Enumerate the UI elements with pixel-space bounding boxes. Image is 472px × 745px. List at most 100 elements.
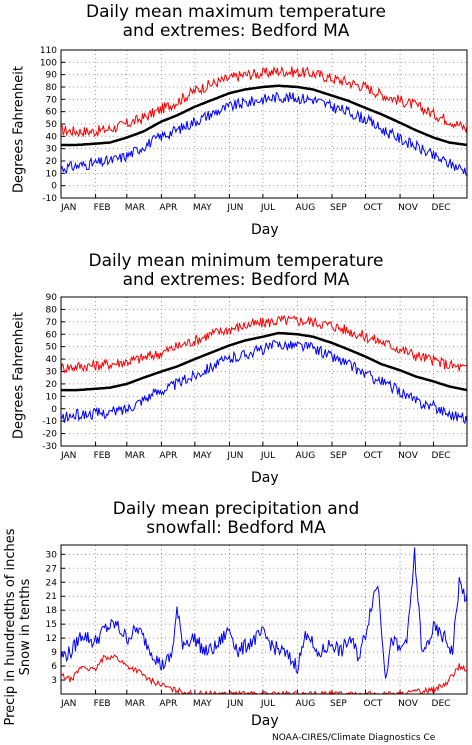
chart2-xtick-label: SEP [330,451,347,461]
chart1-ytick-label: 50 [46,120,58,130]
chart2-ytick-label: -30 [42,442,57,452]
chart2-title-line1: Daily mean minimum temperature [88,251,384,271]
chart1-xtick-label: OCT [364,203,383,213]
chart3-series-1 [60,547,468,679]
chart3-ytick-label: 21 [46,592,57,602]
chart1-ytick-label: 0 [51,182,57,192]
chart2-xtick-label: AUG [295,451,315,461]
chart2-xtick-label: JUL [260,451,275,461]
chart3-xtick-label: MAR [125,699,145,709]
chart3-xtick-label: APR [159,699,177,709]
chart3-ytick-label: 3 [51,676,57,686]
chart3-xtick-label: NOV [398,699,419,709]
chart2-xtick-label: MAR [125,451,145,461]
chart3-ytick-label: 18 [46,606,58,616]
chart3-xtick-label: MAY [193,699,212,709]
chart1-ytick-label: -10 [42,194,57,204]
chart1-title-line1: Daily mean maximum temperature [86,2,386,22]
chart3-title: Daily mean precipitation and snowfall: B… [0,500,472,538]
chart2-xtick-label: JUN [226,451,243,461]
chart2-ytick-label: 90 [46,293,58,303]
chart2-title-line2: and extremes: Bedford MA [122,270,350,290]
chart2-series-3 [60,339,468,425]
chart1-xtick-label: SEP [330,203,347,213]
chart1-ytick-label: 100 [40,58,57,68]
chart3-xtick-label: FEB [94,699,111,709]
chart2-xtick-label: JAN [60,451,76,461]
chart3-ylabel: Precip in hundredths of inches Snow in t… [3,527,33,727]
chart1-ytick-label: 30 [46,145,58,155]
chart3-ytick-label: 15 [46,620,57,630]
chart1-ytick-label: 10 [46,169,58,179]
chart3-ytick-label: 6 [51,662,57,672]
chart1-xtick-label: JUL [260,203,275,213]
chart3-xtick-label: JAN [60,699,76,709]
chart1-xtick-label: FEB [94,203,111,213]
chart1-ytick-label: 40 [46,132,58,142]
chart1-xtick-label: JAN [60,203,76,213]
chart2-series-2 [61,331,468,392]
chart1-xtick-label: NOV [398,203,419,213]
chart2-ytick-label: -10 [42,417,57,427]
chart2-ytick-label: 50 [46,343,58,353]
chart3-frame [60,544,468,695]
chart3-ylabel-line2: Snow in tenths [18,578,33,676]
chart2-title: Daily mean minimum temperature and extre… [0,252,472,290]
chart3-ytick-label: 27 [46,564,57,574]
chart3-xtick-label: AUG [295,699,315,709]
chart1-series-3 [60,91,468,177]
chart3-xtick-label: DEC [432,699,451,709]
chart1-ytick-label: 80 [46,83,58,93]
chart3-ytick-label: 24 [46,578,58,588]
chart2-ytick-label: 80 [46,305,58,315]
chart2-ytick-label: -20 [42,430,57,440]
chart2-xlabel: Day [251,470,279,486]
chart3-ytick-label: 9 [51,648,57,658]
chart1-xtick-label: MAR [125,203,145,213]
chart2-xtick-label: DEC [432,451,451,461]
chart2-xtick-label: OCT [364,451,383,461]
chart3-xlabel: Day [251,713,279,729]
chart1-xtick-label: JUN [226,203,243,213]
chart2-ytick-label: 30 [46,368,58,378]
chart3-series-2 [60,654,468,696]
chart3-ytick-label: 12 [46,634,57,644]
chart3-xtick-label: OCT [364,699,383,709]
chart1-ylabel: Degrees Fahrenheit [11,66,27,193]
chart3-title-line1: Daily mean precipitation and [112,499,360,519]
chart3-xtick-label: JUN [226,699,243,709]
chart3-ylabel-line1: Precip in hundredths of inches [3,528,18,726]
chart1-ytick-label: 110 [40,46,57,56]
chart2-xtick-label: NOV [398,451,419,461]
chart2-ytick-label: 10 [46,392,58,402]
chart1-ytick-label: 90 [46,71,58,81]
chart2-xtick-label: MAY [193,451,212,461]
chart1-title: Daily mean maximum temperature and extre… [0,3,472,41]
chart2-ytick-label: 0 [51,405,57,415]
chart1-title-line2: and extremes: Bedford MA [122,21,350,41]
chart1-xtick-label: APR [159,203,177,213]
chart1-xtick-label: DEC [432,203,451,213]
chart1-xtick-label: AUG [295,203,315,213]
chart2-ytick-label: 20 [46,380,58,390]
chart1-frame [60,49,468,199]
chart3-title-line2: snowfall: Bedford MA [146,518,326,538]
chart1-series-2 [61,84,468,147]
chart2-series-1 [60,314,468,374]
chart2-ytick-label: 70 [46,318,58,328]
credit-text: NOAA-CIRES/Climate Diagnostics Ce [272,733,436,743]
chart3-xtick-label: JUL [260,699,275,709]
chart2-ylabel: Degrees Fahrenheit [11,312,27,439]
chart2-ytick-label: 40 [46,355,58,365]
chart3-xtick-label: SEP [330,699,347,709]
chart1-xtick-label: MAY [193,203,212,213]
chart1-ytick-label: 20 [46,157,58,167]
chart2-xtick-label: APR [159,451,177,461]
chart1-series-1 [60,65,468,138]
chart2-xtick-label: FEB [94,451,111,461]
chart1-xlabel: Day [251,222,279,238]
chart2-frame [60,296,468,447]
chart1-ytick-label: 60 [46,108,58,118]
chart3-ytick-label: 30 [46,550,58,560]
